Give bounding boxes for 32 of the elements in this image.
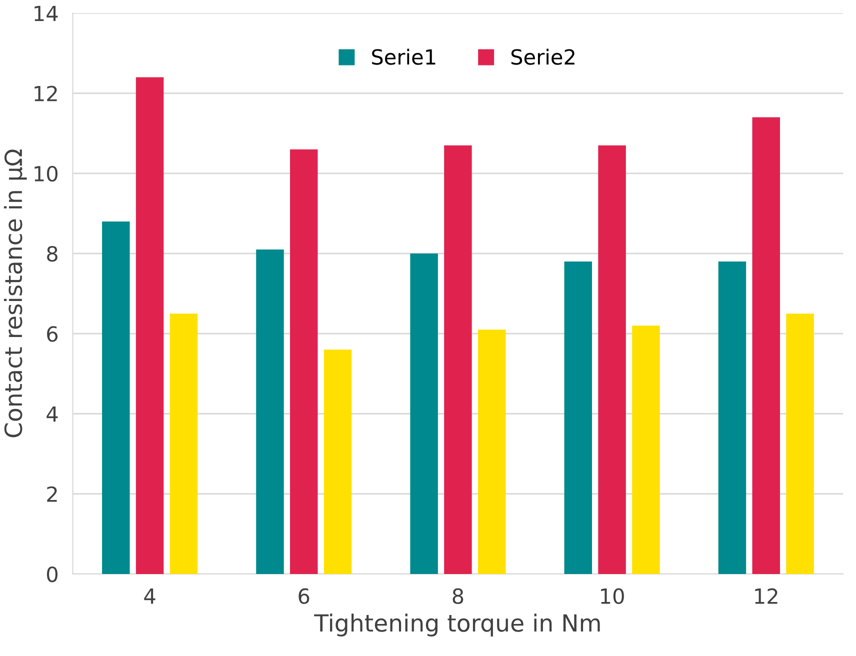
bar: [478, 330, 506, 574]
x-tick-label: 8: [452, 588, 464, 604]
y-tick-label: 12: [34, 86, 57, 102]
x-tick-label: 12: [755, 588, 778, 604]
bar: [564, 262, 592, 574]
bar: [718, 262, 746, 574]
bar: [598, 145, 626, 574]
x-tick-label: 4: [144, 588, 156, 604]
bar: [136, 77, 164, 574]
y-tick-label: 6: [47, 326, 58, 342]
bar: [786, 314, 814, 574]
bar: [632, 326, 660, 574]
y-tick-label: 0: [46, 566, 58, 582]
y-tick-label: 2: [47, 486, 57, 502]
bar: [324, 350, 352, 574]
bar: [290, 149, 318, 574]
x-axis-title: Tightening torque in Nm: [314, 614, 600, 636]
y-tick-label: 8: [47, 246, 58, 262]
y-tick-label: 10: [34, 166, 58, 182]
bar: [256, 249, 284, 574]
y-tick-label: 4: [46, 406, 58, 422]
y-axis-title: Contact resistance in µΩ: [4, 149, 27, 438]
y-tick-label: 14: [34, 6, 58, 22]
x-tick-label: 10: [601, 588, 624, 604]
bar: [410, 253, 438, 574]
legend-label: Serie1: [372, 48, 436, 65]
legend-label: Serie2: [511, 48, 574, 65]
x-tick-label: 6: [298, 588, 310, 604]
bar: [444, 145, 472, 574]
bar: [752, 117, 780, 574]
bar: [170, 314, 198, 574]
bar: [102, 221, 130, 574]
